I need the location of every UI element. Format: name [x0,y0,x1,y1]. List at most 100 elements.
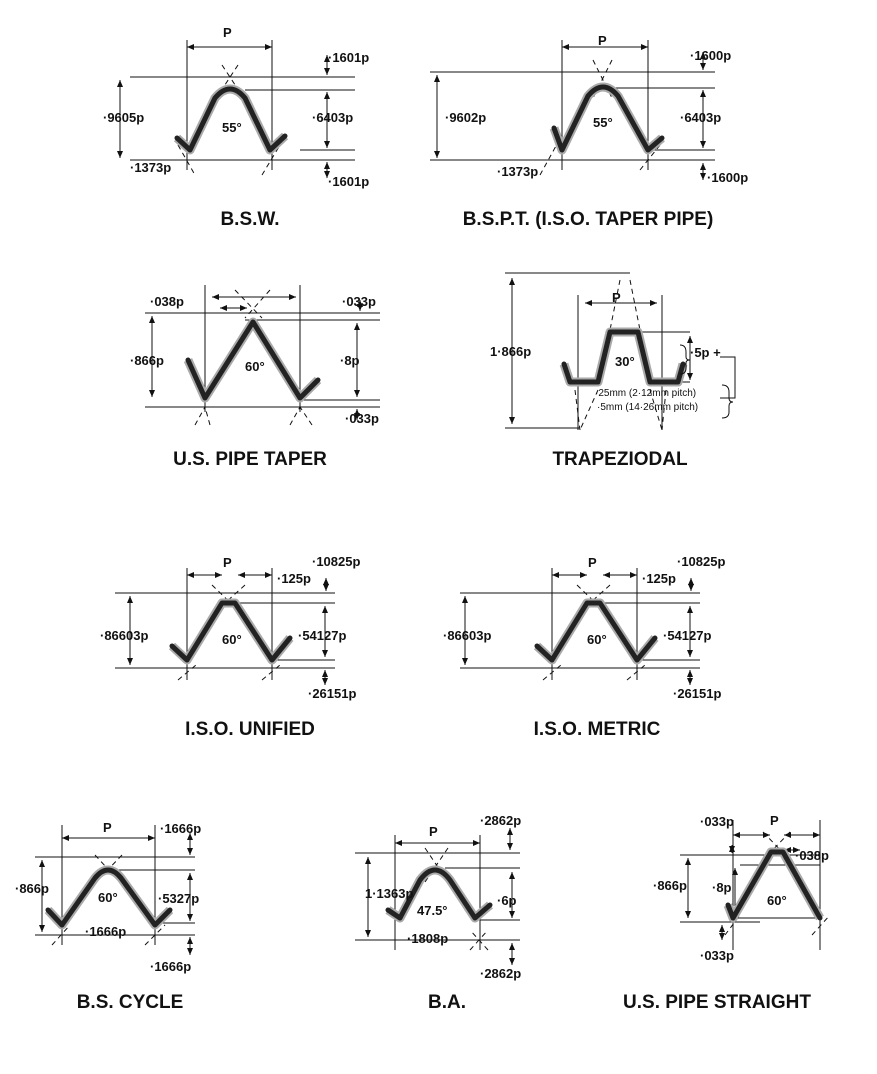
dimension-label: ·6403p [680,110,721,125]
dimension-label: ·125p [642,571,676,586]
dimension-label: ·866p [15,881,49,896]
dimension-label: ·125p [277,571,311,586]
dimension-label: ·5327p [158,891,199,906]
thread-profile-line [561,329,686,385]
thread-form-title: I.S.O. UNIFIED [185,719,315,740]
thread-profile-line [185,319,321,401]
thread-form-title: TRAPEZIODAL [552,449,688,470]
dimension-label: ·86603p [443,628,491,643]
thread-profile-4 [115,568,335,685]
dimension-label: ·1600p [690,48,731,63]
dimension-label: ·033p [342,294,376,309]
flank-construction-line [629,279,641,331]
thread-profile-line [725,849,823,921]
dimension-label: ·1601p [328,50,369,65]
flank-construction-line [579,389,599,431]
dimension-label: 1·1363p [365,886,413,901]
dimension-label: ·10825p [312,554,360,569]
dimension-label: ·5mm (14·26mm pitch) [597,402,698,413]
dimension-label: 55° [593,115,613,130]
dimension-label: ·10825p [677,554,725,569]
thread-profile-6 [35,825,195,955]
dimension-label: P [770,813,779,828]
thread-profile-0 [117,40,355,178]
thread-profile-1 [430,40,715,180]
flank-construction-line [299,406,313,426]
thread-form-title: B.S. CYCLE [77,992,184,1013]
flank-construction-line [194,406,206,426]
thread-profile-line [534,600,658,663]
dimension-label: ·8p [712,880,732,895]
brace-icon [721,384,734,419]
dimension-label: ·1666p [85,924,126,939]
dimension-label: ·9605p [103,110,144,125]
dimension-label: P [223,555,232,570]
flank-construction-line [424,847,449,883]
dimension-label: P [103,820,112,835]
dimension-label: ·54127p [298,628,346,643]
dimension-label: ·1600p [707,170,748,185]
thread-form-title: U.S. PIPE STRAIGHT [623,992,811,1013]
dimension-label: ·1373p [130,160,171,175]
dimension-label: ·25mm (2·12mm pitch) [595,388,696,399]
dimension-label: 60° [222,632,242,647]
thread-profile-line [174,86,288,153]
thread-form-title: I.S.O. METRIC [534,719,661,740]
dimension-label: P [612,290,621,305]
flank-construction-line [649,389,663,431]
dimension-label: 1·866p [490,344,531,359]
dimension-label: ·8p [340,353,360,368]
flank-construction-line [661,389,667,431]
dimension-label: ·2862p [480,966,521,981]
flank-construction-line [244,289,271,319]
dimension-label: 60° [98,890,118,905]
flank-construction-line [177,664,197,681]
thread-form-title: B.S.W. [220,209,279,230]
dimension-label: ·866p [130,353,164,368]
dimension-label: P [598,33,607,48]
flank-construction-line [261,664,281,681]
flank-construction-line [214,64,239,101]
thread-profile-line [385,867,493,921]
flank-construction-line [469,929,489,951]
dimension-label: P [429,824,438,839]
flank-construction-line [762,831,791,861]
dimension-label: P [588,555,597,570]
flank-construction-line [221,64,246,101]
thread-profile-line [551,84,665,153]
dimension-label: ·6p [497,893,517,908]
dimension-label: ·5p + [690,345,721,360]
dimension-label: ·1373p [497,164,538,179]
thread-form-title: B.S.P.T. (I.S.O. TAPER PIPE) [463,209,714,230]
bracket-icon [720,356,736,399]
dimension-label: ·033p [700,948,734,963]
thread-profile-8 [680,820,831,950]
flank-construction-line [177,144,196,176]
dimension-label: ·1601p [328,174,369,189]
dimension-label: ·2862p [480,813,521,828]
dimension-label: 55° [222,120,242,135]
thread-profile-line [45,867,173,928]
dimension-label: ·54127p [663,628,711,643]
dimension-label: ·033p [700,814,734,829]
thread-form-title: U.S. PIPE TAPER [173,449,327,470]
dimension-label: ·033p [345,411,379,426]
flank-construction-line [542,664,562,681]
dimension-label: ·038p [150,294,184,309]
dimension-label: ·6403p [312,110,353,125]
dimension-label: ·038p [795,848,829,863]
thread-profile-line [169,600,293,663]
dimension-label: ·9602p [445,110,486,125]
dimension-label: ·1666p [160,821,201,836]
thread-profile-3 [505,272,693,431]
dimension-label: ·1666p [150,959,191,974]
flank-construction-line [609,279,621,331]
dimension-label: 60° [587,632,607,647]
dimension-label: P [223,25,232,40]
dimension-label: 60° [767,893,787,908]
flank-construction-line [144,924,166,946]
flank-construction-line [261,144,281,176]
dimension-label: ·86603p [100,628,148,643]
dimension-label: 47.5° [417,903,448,918]
